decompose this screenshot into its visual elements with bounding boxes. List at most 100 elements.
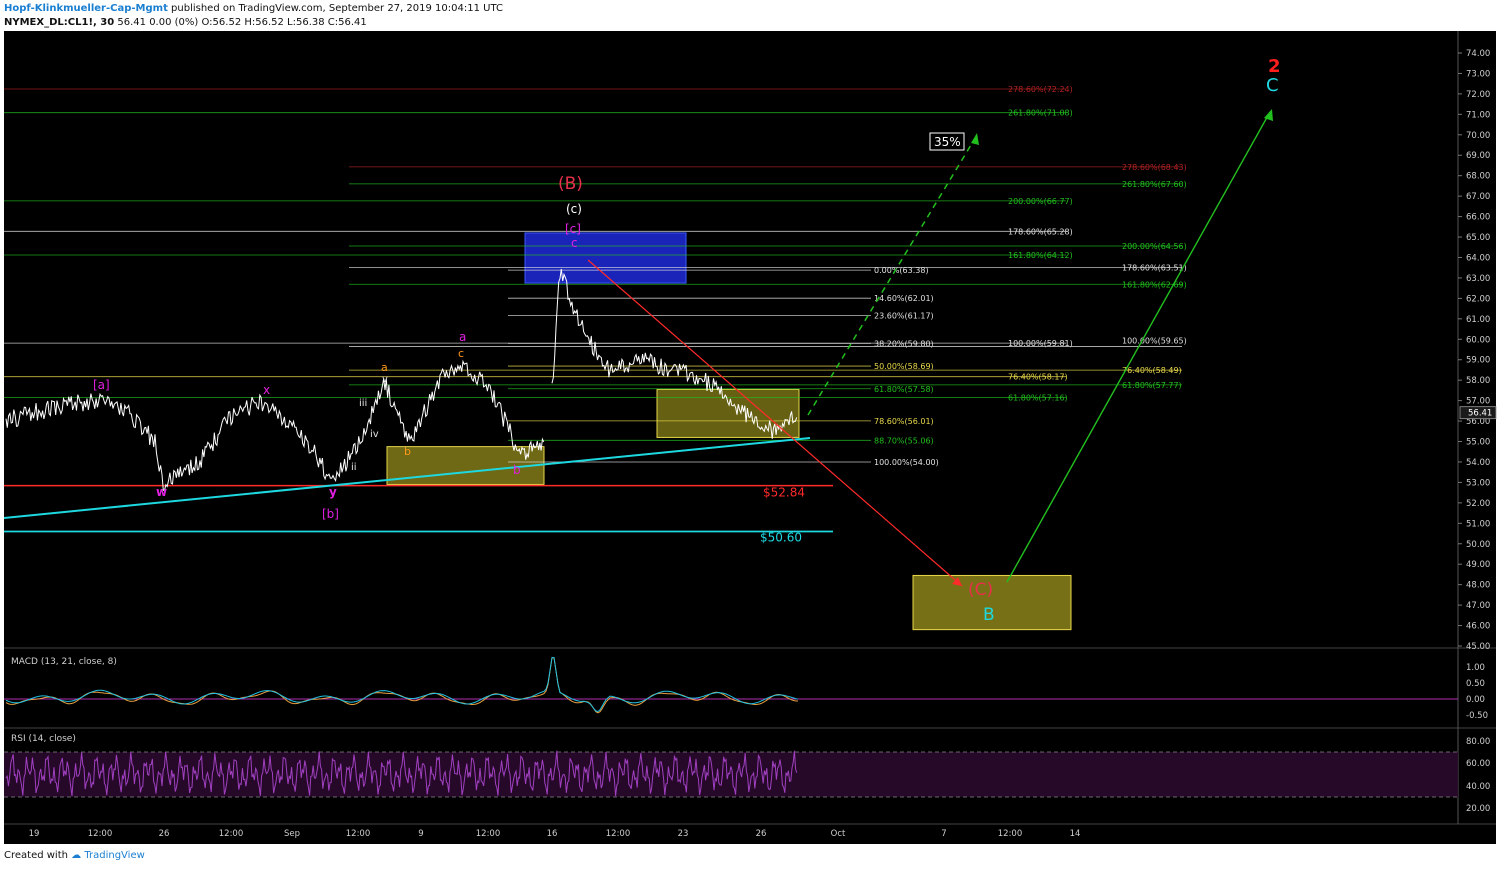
wave-label: 2 — [1268, 56, 1281, 77]
fib-level-label: 50.00%(58.69) — [874, 362, 934, 371]
y-tick-label: 59.00 — [1466, 356, 1490, 366]
time-axis: 19 12:00 26 12:00 Sep 12:00 9 12:00 16 12:00 23 26 O… — [29, 829, 1081, 839]
y-tick-label: 49.00 — [1466, 560, 1490, 570]
y-tick-label: 64.00 — [1466, 253, 1490, 263]
x-tick-label: Oct — [831, 829, 846, 839]
y-tick-label: 65.00 — [1466, 233, 1490, 243]
tradingview-link[interactable]: TradingView — [84, 850, 145, 861]
probability-box — [929, 132, 965, 151]
fib-level-label: 61.80%(57.16) — [1008, 393, 1068, 402]
x-tick-label: 12:00 — [219, 829, 244, 839]
x-tick-label: 9 — [418, 829, 423, 839]
y-tick-label: 47.00 — [1466, 601, 1490, 611]
macd-tick-label: 1.00 — [1466, 663, 1485, 673]
y-tick-label: 67.00 — [1466, 192, 1490, 202]
macd-line — [5, 656, 799, 713]
y-tick-label: 63.00 — [1466, 274, 1490, 284]
x-tick-label: 12:00 — [88, 829, 113, 839]
y-tick-label: 74.00 — [1466, 49, 1490, 59]
fib-level-label: 61.80%(57.58) — [874, 385, 934, 394]
red-arrowhead-icon — [952, 577, 962, 586]
x-tick-label: 14 — [1070, 829, 1081, 839]
wave-label: b — [513, 463, 521, 477]
macd-tick-label: 0.50 — [1466, 679, 1485, 689]
y-tick-label: 46.00 — [1466, 622, 1490, 632]
y-tick-label: 55.00 — [1466, 438, 1490, 448]
fib-level-label: 0.00%(63.38) — [874, 266, 929, 275]
wave-label: b — [404, 445, 411, 458]
wave-label: (B) — [558, 174, 583, 194]
wave-label: (C) — [968, 580, 993, 600]
support-label-cyan: $50.60 — [760, 530, 802, 544]
fib-level-label: 76.40%(58.49) — [1122, 366, 1182, 375]
fib-level-label: 100.00%(59.65) — [1122, 336, 1187, 345]
y-tick-label: 66.00 — [1466, 213, 1490, 223]
rsi-band — [4, 752, 1458, 797]
y-tick-label: 69.00 — [1466, 151, 1490, 161]
rsi-tick-label: 80.00 — [1466, 737, 1490, 747]
wave-label: [a] — [93, 378, 110, 392]
rsi-tick-label: 60.00 — [1466, 759, 1490, 769]
price-series — [551, 268, 798, 439]
y-tick-label: 45.00 — [1466, 642, 1490, 652]
wave-label: x — [263, 383, 270, 397]
y-tick-label: 54.00 — [1466, 458, 1490, 468]
fib-level-label: 200.00%(66.77) — [1008, 197, 1073, 206]
rsi-tick-label: 20.00 — [1466, 804, 1490, 814]
y-tick-label: 51.00 — [1466, 519, 1490, 529]
rsi-line — [5, 750, 798, 797]
y-tick-label: 56.00 — [1466, 417, 1490, 427]
wave-label: [b] — [322, 507, 339, 521]
current-price-tag — [1459, 406, 1497, 420]
x-tick-label: 12:00 — [476, 829, 501, 839]
current-price-label: 56.41 — [1468, 409, 1492, 419]
fib-level-label: 261.80%(71.08) — [1008, 109, 1073, 118]
support-label-red: $52.84 — [763, 486, 805, 500]
wave-label: y — [329, 485, 337, 499]
created-with-text: Created with — [4, 850, 68, 861]
rsi-pane: RSI (14, close) 80.00 60.00 40.00 20.00 — [4, 734, 1490, 814]
wave-label: B — [983, 605, 995, 625]
rsi-tick-label: 40.00 — [1466, 782, 1490, 792]
symbol-name: NYMEX_DL:CL1!, 30 — [4, 17, 115, 28]
fib-level-label: 100.00%(54.00) — [874, 458, 939, 467]
fib-level-label: 161.80%(62.69) — [1122, 280, 1187, 289]
zone-yellow-mid — [656, 388, 800, 438]
fib-level-label: 38.20%(59.80) — [874, 339, 934, 348]
wave-label: iv — [370, 429, 379, 440]
fib-level-label: 278.60%(72.24) — [1008, 85, 1073, 94]
y-tick-label: 72.00 — [1466, 90, 1490, 100]
projection-green-solid — [1006, 111, 1271, 583]
wave-label: (c) — [566, 202, 582, 216]
fib-level-label: 88.70%(55.06) — [874, 436, 934, 445]
x-tick-label: 16 — [547, 829, 558, 839]
probability-label: 35% — [934, 135, 961, 149]
x-tick-label: 12:00 — [606, 829, 631, 839]
wave-label: a — [381, 361, 388, 374]
fib-level-label: 178.60%(65.28) — [1008, 227, 1073, 236]
wave-label: ii — [351, 462, 357, 473]
ohlc-values: 56.41 0.00 (0%) O:56.52 H:56.52 L:56.38 … — [117, 17, 367, 28]
x-tick-label: 26 — [756, 829, 767, 839]
price-series — [5, 359, 545, 492]
tradingview-logo-icon: ☁ — [71, 850, 82, 861]
x-tick-label: Sep — [284, 829, 300, 839]
y-tick-label: 70.00 — [1466, 131, 1490, 141]
published-text: published on TradingView.com, September … — [171, 3, 503, 14]
wave-label: c — [571, 236, 578, 250]
fib-level-label: 200.00%(64.56) — [1122, 242, 1187, 251]
fib-level-label: 61.80%(57.77) — [1122, 381, 1182, 390]
wave-label: c — [458, 347, 464, 360]
author-link[interactable]: Hopf-Klinkmueller-Cap-Mgmt — [4, 3, 168, 14]
y-tick-label: 50.00 — [1466, 540, 1490, 550]
y-tick-label: 53.00 — [1466, 478, 1490, 488]
fib-level-label: 161.80%(64.12) — [1008, 251, 1073, 260]
macd-tick-label: -0.50 — [1466, 711, 1488, 721]
y-tick-label: 60.00 — [1466, 335, 1490, 345]
y-tick-label: 73.00 — [1466, 69, 1490, 79]
x-tick-label: 19 — [29, 829, 40, 839]
y-tick-label: 62.00 — [1466, 294, 1490, 304]
y-tick-label: 57.00 — [1466, 397, 1490, 407]
green-arrowhead-icon — [1264, 109, 1273, 121]
